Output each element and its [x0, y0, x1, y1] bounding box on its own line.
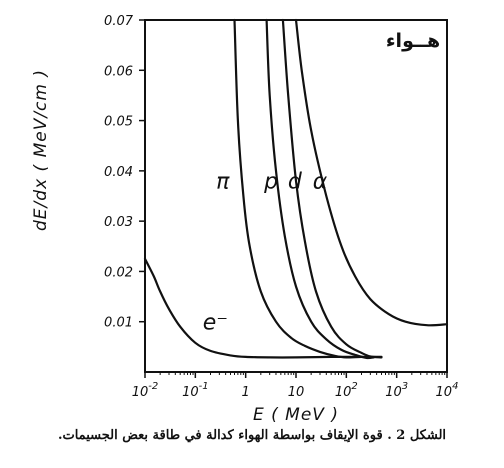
series-label-1: π — [216, 169, 230, 194]
series-curve-0 — [143, 257, 383, 359]
x-tick-label: 10-2 — [132, 381, 159, 400]
figure-caption: الشكل 2 . قوة الإيقاف بواسطة الهواء كدال… — [57, 428, 447, 443]
y-tick-label: 0.03 — [104, 215, 133, 230]
series-curve-1 — [233, 18, 363, 359]
x-axis-label: E ( MeV ) — [253, 405, 339, 425]
series-label-3: d — [288, 169, 303, 194]
y-tick-label: 0.04 — [104, 165, 133, 180]
y-tick-label: 0.01 — [104, 316, 133, 331]
y-tick-label: 0.02 — [104, 265, 133, 280]
series-label-2: p — [263, 169, 278, 194]
x-tick-label: 103 — [385, 381, 408, 400]
x-tick-label: 1 — [242, 385, 250, 400]
series-curve-4 — [294, 18, 449, 327]
x-tick-label: 102 — [335, 381, 358, 400]
series-curve-3 — [281, 18, 383, 359]
series-curve-2 — [265, 18, 375, 360]
x-tick-label: 10-1 — [182, 381, 209, 400]
series-label-0: e⁻ — [203, 310, 228, 335]
plot-frame — [144, 19, 448, 373]
x-tick-label: 10 — [288, 385, 305, 400]
y-tick-label: 0.06 — [104, 64, 133, 79]
y-tick-label: 0.07 — [104, 14, 134, 29]
series-label-4: α — [313, 169, 328, 194]
series-labels-layer: e⁻ π p d α — [203, 169, 328, 335]
stopping-power-chart: dE/dx ( MeV/cm ) E ( MeV ) هــواء 0.010.… — [31, 14, 458, 425]
x-tick-label: 104 — [436, 381, 459, 400]
y-tick-label: 0.05 — [104, 115, 133, 130]
curves-layer — [143, 18, 449, 360]
y-axis-label: dE/dx ( MeV/cm ) — [31, 69, 51, 231]
axes-layer: 0.01 0.02 0.03 0.04 0.05 0.06 0.07 10-2 10-1 1 10 1… — [104, 14, 458, 400]
medium-label-air: هــواء — [386, 30, 440, 52]
